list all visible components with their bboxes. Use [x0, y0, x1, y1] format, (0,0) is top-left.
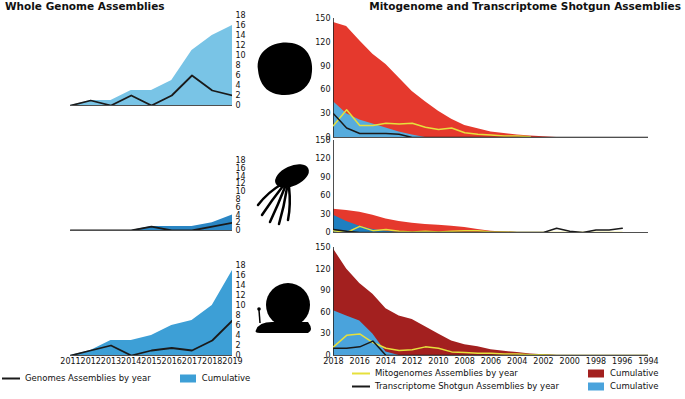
svg-text:2012: 2012 — [402, 357, 422, 366]
svg-text:30: 30 — [320, 109, 330, 118]
svg-text:10: 10 — [236, 51, 246, 60]
svg-text:18: 18 — [236, 156, 246, 165]
svg-text:4: 4 — [236, 211, 241, 220]
html-text:Mitogenomes Assemblies by year: Mitogenomes Assemblies by year — [375, 368, 518, 378]
svg-text:150: 150 — [315, 136, 330, 145]
svg-text:0: 0 — [236, 101, 241, 110]
svg-text:14: 14 — [236, 31, 246, 40]
html-text:Whole Genome Assemblies: Whole Genome Assemblies — [5, 0, 165, 12]
svg-text:120: 120 — [315, 265, 330, 274]
svg-text:6: 6 — [236, 71, 241, 80]
svg-text:2019: 2019 — [222, 357, 242, 366]
svg-text:16: 16 — [236, 21, 246, 30]
svg-text:0: 0 — [325, 228, 330, 237]
svg-text:1996: 1996 — [612, 357, 632, 366]
svg-text:150: 150 — [315, 243, 330, 252]
svg-text:120: 120 — [315, 38, 330, 47]
svg-text:12: 12 — [236, 179, 246, 188]
svg-text:2000: 2000 — [560, 357, 580, 366]
svg-text:12: 12 — [236, 41, 246, 50]
svg-text:8: 8 — [236, 195, 241, 204]
html-text:Cumulative: Cumulative — [610, 368, 659, 378]
svg-text:14: 14 — [236, 172, 246, 181]
svg-text:120: 120 — [315, 154, 330, 163]
svg-text:16: 16 — [236, 271, 246, 280]
svg-text:150: 150 — [315, 14, 330, 23]
svg-text:90: 90 — [320, 286, 330, 295]
svg-text:2004: 2004 — [507, 357, 527, 366]
svg-text:10: 10 — [236, 187, 246, 196]
svg-text:1998: 1998 — [586, 357, 606, 366]
html-text:Transcriptome Shotgun Assembli: Transcriptome Shotgun Assemblies by year — [375, 381, 560, 391]
svg-text:2014: 2014 — [121, 357, 141, 366]
svg-text:30: 30 — [320, 329, 330, 338]
svg-text:12: 12 — [236, 291, 246, 300]
svg-text:2016: 2016 — [162, 357, 182, 366]
svg-text:18: 18 — [236, 11, 246, 20]
svg-text:4: 4 — [236, 331, 241, 340]
svg-text:90: 90 — [320, 173, 330, 182]
svg-text:2016: 2016 — [350, 357, 370, 366]
svg-text:6: 6 — [236, 203, 241, 212]
svg-text:14: 14 — [236, 281, 246, 290]
svg-text:0: 0 — [325, 351, 331, 361]
svg-text:2010: 2010 — [428, 357, 448, 366]
svg-text:2018: 2018 — [323, 357, 343, 366]
svg-text:2017: 2017 — [182, 357, 202, 366]
svg-text:2014: 2014 — [376, 357, 396, 366]
svg-text:60: 60 — [320, 308, 330, 317]
svg-text:2011: 2011 — [60, 357, 80, 366]
svg-text:4: 4 — [236, 81, 241, 90]
svg-text:2013: 2013 — [101, 357, 121, 366]
svg-text:60: 60 — [320, 85, 330, 94]
svg-text:2015: 2015 — [141, 357, 161, 366]
svg-text:2012: 2012 — [81, 357, 101, 366]
svg-text:1994: 1994 — [638, 357, 658, 366]
svg-text:16: 16 — [236, 164, 246, 173]
svg-text:2002: 2002 — [533, 357, 553, 366]
svg-text:0: 0 — [235, 351, 241, 361]
svg-text:60: 60 — [320, 191, 330, 200]
svg-text:2: 2 — [236, 218, 241, 227]
svg-text:90: 90 — [320, 62, 330, 71]
html-text:Cumulative: Cumulative — [610, 381, 659, 391]
svg-text:10: 10 — [236, 301, 246, 310]
svg-text:18: 18 — [236, 261, 246, 270]
svg-text:6: 6 — [236, 321, 241, 330]
svg-text:30: 30 — [320, 210, 330, 219]
svg-text:2: 2 — [236, 91, 241, 100]
svg-text:2008: 2008 — [455, 357, 475, 366]
svg-text:2018: 2018 — [202, 357, 222, 366]
svg-text:8: 8 — [236, 61, 241, 70]
svg-text:8: 8 — [236, 311, 241, 320]
svg-text:2: 2 — [236, 341, 241, 350]
html-text:Mitogenome and Transcriptome S: Mitogenome and Transcriptome Shotgun Ass… — [369, 0, 681, 12]
svg-text:2006: 2006 — [481, 357, 501, 366]
html-text:Cumulative: Cumulative — [201, 373, 251, 383]
html-text:Genomes Assemblies by year: Genomes Assemblies by year — [25, 373, 151, 383]
svg-text:0: 0 — [236, 226, 241, 235]
